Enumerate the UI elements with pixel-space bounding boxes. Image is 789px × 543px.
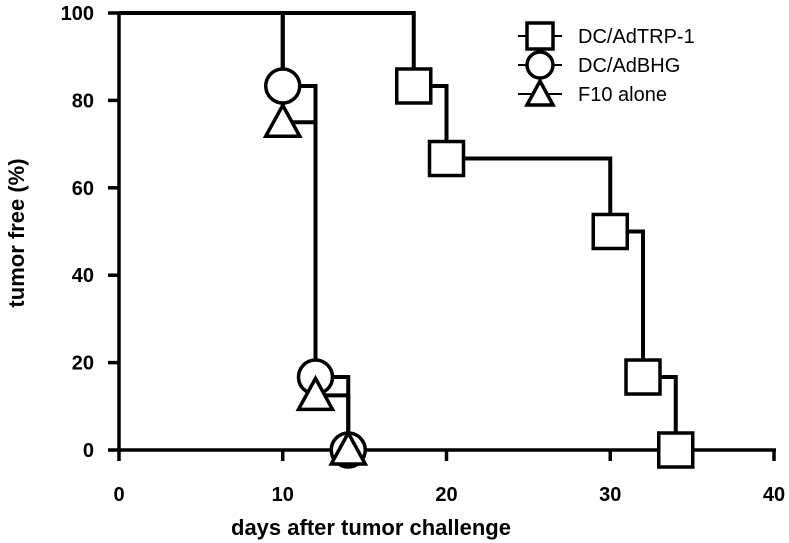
legend-label: DC/AdBHG (578, 55, 680, 77)
y-axis-title: tumor free (%) (4, 158, 29, 307)
y-tick-label: 0 (83, 440, 94, 462)
x-tick-label: 40 (763, 484, 785, 506)
data-point-square (657, 431, 695, 469)
legend-label: F10 alone (578, 84, 667, 106)
data-point-circle (264, 67, 302, 105)
x-tick-label: 10 (272, 484, 294, 506)
data-point-triangle (328, 429, 369, 466)
y-tick-label: 60 (72, 178, 94, 200)
legend-marker-circle (525, 50, 555, 80)
series-markers (262, 67, 695, 469)
series-line-triangle (119, 11, 351, 450)
legend-label: DC/AdTRP-1 (578, 26, 695, 48)
y-tick-label: 20 (72, 353, 94, 375)
legend: DC/AdTRP-1 DC/AdBHG F10 alone (518, 21, 695, 107)
data-point-square (624, 358, 662, 396)
data-point-square (591, 212, 629, 251)
legend-marker-square (525, 21, 555, 51)
data-point-square (427, 139, 466, 178)
y-tick-label: 40 (72, 265, 94, 287)
x-tick-label: 30 (599, 484, 621, 506)
data-point-triangle (262, 101, 303, 138)
y-tick-label: 80 (72, 90, 94, 112)
legend-marker-triangle (524, 77, 556, 107)
data-point-square (395, 67, 433, 105)
x-tick-label: 20 (435, 484, 457, 506)
y-tick-label: 100 (61, 3, 94, 25)
x-tick-label: 0 (113, 484, 124, 506)
axis-ticks: 0 10 20 30 40 0 20 40 60 80 100 (61, 3, 786, 506)
x-axis-title: days after tumor challenge (231, 515, 511, 540)
data-point-triangle (295, 374, 336, 412)
